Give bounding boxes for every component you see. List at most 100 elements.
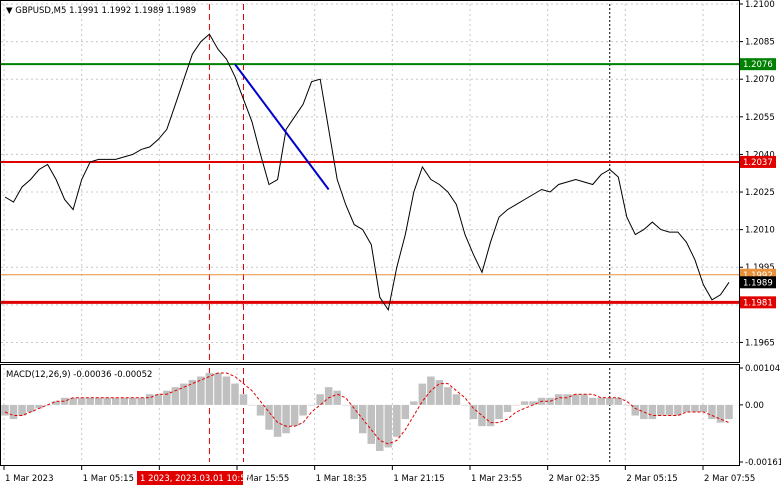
macd-bar [571,394,580,405]
level-tag-text: 1.1989 [743,278,773,288]
time-crosshair-text: 1 2023, 2023.03.01 10:55 [140,474,251,484]
y-tick-label: 1.2025 [745,188,775,198]
price-grid [1,3,739,360]
macd-bar [665,404,674,416]
macd-bar [367,404,376,444]
price-line [4,33,730,312]
macd-bar [529,401,537,405]
macd-bar [290,404,299,427]
macd-pane-frame [0,364,740,466]
macd-bar [631,404,640,416]
x-tick-label: 1 Mar 05:15 [83,474,134,484]
macd-bar [674,404,682,416]
level-tag-text: 1.1981 [743,298,773,308]
macd-title: MACD(12,26,9) -0.00036 -0.00052 [6,370,152,380]
macd-bar [410,401,418,405]
macd-bar [214,372,222,405]
y-tick-label: 1.1965 [745,338,775,348]
macd-y-tick-label: 0.00 [745,401,764,411]
macd-bar [180,383,188,405]
macd-bar [299,404,307,416]
macd-bar [282,404,290,434]
macd-bar [316,394,324,405]
time-crosshair-box [137,471,243,485]
macd-bar [129,397,137,405]
trend-line [234,63,330,191]
macd-bar [605,397,614,405]
macd-bar [26,404,35,412]
x-tick-label: 2 Mar 05:15 [626,474,677,484]
macd-pane: 0.00104 0.00 -0.00161 MACD(12,26,9) -0.000… [0,364,781,468]
level-lines [1,63,739,304]
macd-bar [623,404,631,406]
macd-bar [1,404,9,416]
x-tick-label: 2 Mar 02:35 [549,474,600,484]
macd-bar [384,404,393,448]
y-tick-label: 1.2040 [745,150,775,160]
macd-bar [452,394,461,405]
macd-bar [265,404,273,430]
macd-bar [691,404,699,412]
level-tag: 1.1989 [740,276,776,289]
macd-bar [444,387,452,405]
macd-bar [503,404,512,412]
macd-bar [554,394,563,405]
level-tag-box [740,296,776,309]
macd-bar [401,404,410,420]
y-tick-label: 1.2010 [745,226,775,236]
macd-bar [188,380,197,405]
macd-y-tick-label: 0.00104 [745,364,780,374]
event-markers [208,4,611,360]
y-tick-label: 1.2070 [745,75,775,85]
y-tick-label: 1.2055 [745,113,775,123]
macd-bar [52,401,60,405]
level-tag-box [740,58,776,71]
x-tick-label: 1 Mar 23:55 [471,474,522,484]
symbol-title: ▼ GBPUSD,M5 1.1991 1.1992 1.1989 1.1989 [6,6,196,16]
macd-bar [18,404,26,416]
price-pane-frame [0,0,740,363]
macd-bar [324,387,333,405]
macd-bar [307,404,316,406]
macd-bar [9,404,18,420]
macd-bar [69,397,77,405]
x-tick-label: 1 Mar 15:55 [238,474,289,484]
macd-bar [461,404,469,406]
price-y-axis: 1.2100 1.2085 1.2070 1.2055 1.2040 1.2025 1.20… [739,0,775,348]
macd-bar [248,404,256,406]
y-tick-label: 1.2085 [745,38,775,48]
macd-bar [350,404,358,420]
macd-bar [435,380,444,405]
macd-bar [699,404,708,412]
macd-bar [716,404,725,423]
level-tag-text: 1.2037 [743,158,773,168]
macd-bar [486,404,495,427]
macd-bar [146,394,154,405]
macd-bar [222,376,231,405]
macd-bar [588,397,597,405]
macd-bar [197,376,205,405]
macd-bar [137,397,146,405]
macd-bar [60,397,69,405]
macd-bar [708,404,716,420]
macd-signal-line [4,372,730,445]
macd-bar [376,404,384,452]
macd-bar [171,387,180,405]
macd-bar [469,404,478,420]
level-tag: 1.2037 [740,155,776,168]
time-crosshair-label: 1 2023, 2023.03.01 10:55 [137,471,251,485]
x-tick-label: 1 Mar 18:35 [316,474,367,484]
macd-bar [640,404,648,420]
y-tick-label: 1.1995 [745,263,775,273]
macd-bar [333,390,341,405]
x-tick-label: 2 Mar 07:55 [704,474,755,484]
macd-bar [495,404,503,420]
macd-bar [657,404,665,416]
macd-bar [120,397,129,405]
macd-bar [86,397,94,405]
symbol-title-text: GBPUSD,M5 1.1991 1.1992 1.1989 1.1989 [15,6,196,16]
y-tick-label: 1.2100 [745,0,775,10]
level-tag: 1.1981 [740,296,776,309]
